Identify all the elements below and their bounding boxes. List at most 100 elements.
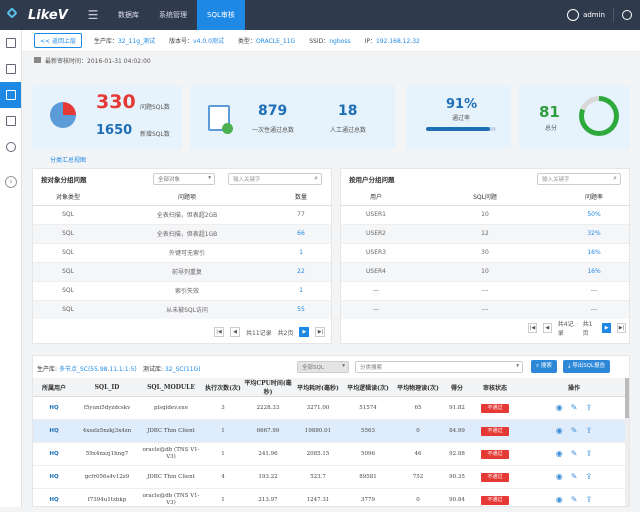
main-content: << 返回上层 生产库：32_11g_测试 版本号：v4.0.0测试 类型：OR…	[22, 30, 640, 512]
summary-view-link[interactable]: 分类汇总视图	[50, 157, 87, 164]
pager-pages: 共2页	[277, 329, 294, 337]
wrench-icon[interactable]: ✎	[570, 402, 578, 412]
first-page-button[interactable]: |◀	[214, 327, 224, 337]
pass-rate-bar	[426, 127, 496, 131]
table-row[interactable]: HQ 59x4nxzj1hng7 oracle@db (TNS V1-V3) 1 241…	[33, 442, 629, 466]
detail-toolbar: 生产库: 多节点_SC(55.98.11.1:1:5) 测试库: 32_SC(1…	[33, 356, 629, 378]
pass-rate-bar-fill	[426, 127, 490, 131]
crumb-type: 类型：ORACLE_11G	[237, 38, 296, 45]
scrollbar-thumb[interactable]	[625, 378, 629, 418]
sidebar-item-list[interactable]	[0, 108, 21, 134]
category-search-select[interactable]: 分类搜索	[355, 361, 523, 373]
sidebar-item-audit[interactable]	[0, 82, 21, 108]
card-score: 81 总分	[519, 85, 630, 149]
pager-records: 共4记录	[557, 321, 574, 337]
prev-page-button[interactable]: ◀	[542, 323, 552, 333]
object-search-input[interactable]: 输入关键字	[228, 173, 322, 185]
nav-system[interactable]: 系统管理	[159, 11, 187, 19]
score-value: 81	[539, 103, 560, 121]
by-object-table: 对象类型 问题项 数量 SQL 全表扫描，但表超2GB 77 SQL 全表扫描，但表超…	[33, 189, 331, 319]
sidebar-item-settings[interactable]	[0, 134, 21, 160]
next-page-button[interactable]: ▶	[299, 327, 310, 337]
status-badge: 不通过	[481, 403, 509, 413]
table-row[interactable]: SQL 全表扫描，但表超2GB 77	[33, 204, 331, 224]
last-page-button[interactable]: ▶|	[617, 323, 626, 333]
user-name[interactable]: admin	[583, 11, 605, 19]
col-sql-issues: SQL问题	[411, 189, 559, 206]
table-row[interactable]: USER2 12 32%	[341, 223, 629, 243]
col-score: 得分	[443, 378, 471, 397]
search-button[interactable]: ⌕ 搜索	[531, 360, 557, 373]
pass-rate-label: 通过率	[452, 115, 471, 122]
last-page-button[interactable]: ▶|	[315, 327, 326, 337]
object-select[interactable]: 全部对象	[153, 173, 215, 185]
next-page-button[interactable]: ▶	[602, 323, 612, 333]
table-row[interactable]: SQL 外键可无索引 1	[33, 242, 331, 262]
upload-icon[interactable]: ⇪	[585, 402, 593, 412]
col-owner: 所属用户	[33, 378, 75, 397]
by-user-title: 按用户分组问题	[349, 176, 395, 184]
table-row[interactable]: HQ f7394u1tzbkp oracle@db (TNS V1-V3) 1 213.…	[33, 488, 629, 512]
problem-sql-label: 问题SQL数	[140, 104, 170, 111]
upload-icon[interactable]: ⇪	[585, 425, 593, 435]
upload-icon[interactable]: ⇪	[585, 471, 593, 481]
col-issue-rate: 问题率	[559, 189, 629, 206]
sidebar-item-dashboard[interactable]	[0, 30, 21, 56]
scrollbar[interactable]	[625, 378, 629, 506]
col-status: 审核状态	[471, 378, 519, 397]
sql-filter-select[interactable]: 全部SQL	[297, 361, 349, 373]
view-icon[interactable]: ◉	[555, 471, 563, 481]
table-row[interactable]: USER1 10 50%	[341, 204, 629, 224]
export-report-button[interactable]: ⤓ 导出SQL报告	[563, 360, 611, 373]
upload-icon[interactable]: ⇪	[585, 448, 593, 458]
wrench-icon[interactable]: ✎	[570, 494, 578, 504]
back-button[interactable]: << 返回上层	[34, 33, 82, 48]
one-pass-label: 一次性通过总数	[252, 127, 295, 134]
upload-icon[interactable]: ⇪	[585, 494, 593, 504]
table-row[interactable]: SQL 前导列重复 22	[33, 261, 331, 281]
menu-toggle-icon[interactable]: ☰	[87, 8, 99, 22]
first-page-button[interactable]: |◀	[528, 323, 537, 333]
status-badge: 不通过	[481, 426, 509, 436]
user-avatar-icon[interactable]	[567, 9, 580, 21]
new-sql-count: 1650	[96, 123, 133, 138]
nav-sql-audit[interactable]: SQL审核	[197, 0, 245, 30]
problem-sql-count: 330	[96, 91, 136, 113]
logo-mark-icon	[6, 7, 24, 21]
table-row[interactable]: --- --- ---	[341, 299, 629, 319]
table-row[interactable]: USER4 10 16%	[341, 261, 629, 281]
list-icon	[5, 116, 16, 126]
col-avg-physical: 平均物理读(次)	[393, 378, 443, 397]
wrench-icon[interactable]: ✎	[570, 448, 578, 458]
table-row[interactable]: HQ f5yuni5dyzdcskv plsqldev.exe 3 2228.33 327…	[33, 396, 629, 420]
save-icon	[5, 90, 16, 100]
view-icon[interactable]: ◉	[555, 402, 563, 412]
table-row[interactable]: HQ gcfr056s4v12z9 JDBC Thin Client 4 193.22 5…	[33, 465, 629, 489]
power-icon[interactable]	[622, 10, 632, 20]
crumb-prod: 生产库：32_11g_测试	[93, 38, 156, 45]
col-issue: 问题项	[103, 189, 271, 206]
app-logo[interactable]: LikeV	[0, 7, 78, 23]
nav-database[interactable]: 数据库	[118, 11, 139, 19]
view-icon[interactable]: ◉	[555, 448, 563, 458]
divider	[613, 8, 614, 22]
prev-page-button[interactable]: ◀	[230, 327, 240, 337]
app-name: LikeV	[28, 7, 68, 23]
view-icon[interactable]: ◉	[555, 425, 563, 435]
wrench-icon[interactable]: ✎	[570, 471, 578, 481]
calendar-icon	[34, 57, 41, 63]
table-row[interactable]: SQL 全表扫描，但表超1GB 66	[33, 223, 331, 243]
one-pass-count: 879	[258, 103, 288, 119]
user-search-input[interactable]: 输入关键字	[537, 173, 621, 185]
table-row[interactable]: SQL 索引失效 1	[33, 280, 331, 300]
expand-sidebar-icon[interactable]: ›	[5, 176, 17, 188]
table-row[interactable]: SQL 从未被SQL访问 55	[33, 299, 331, 319]
table-row[interactable]: --- --- ---	[341, 280, 629, 300]
view-icon[interactable]: ◉	[555, 494, 563, 504]
wrench-icon[interactable]: ✎	[570, 425, 578, 435]
by-user-table: 用户 SQL问题 问题率 USER1 10 50% USER2 12 32% USER3…	[341, 189, 629, 319]
table-row[interactable]: USER3 30 16%	[341, 242, 629, 262]
table-row[interactable]: HQ 4xszlz5nzkj3x4zn JDBC Thin Client 1 6667.…	[33, 419, 629, 443]
sidebar-item-reports[interactable]	[0, 56, 21, 82]
status-badge: 不通过	[481, 495, 509, 505]
